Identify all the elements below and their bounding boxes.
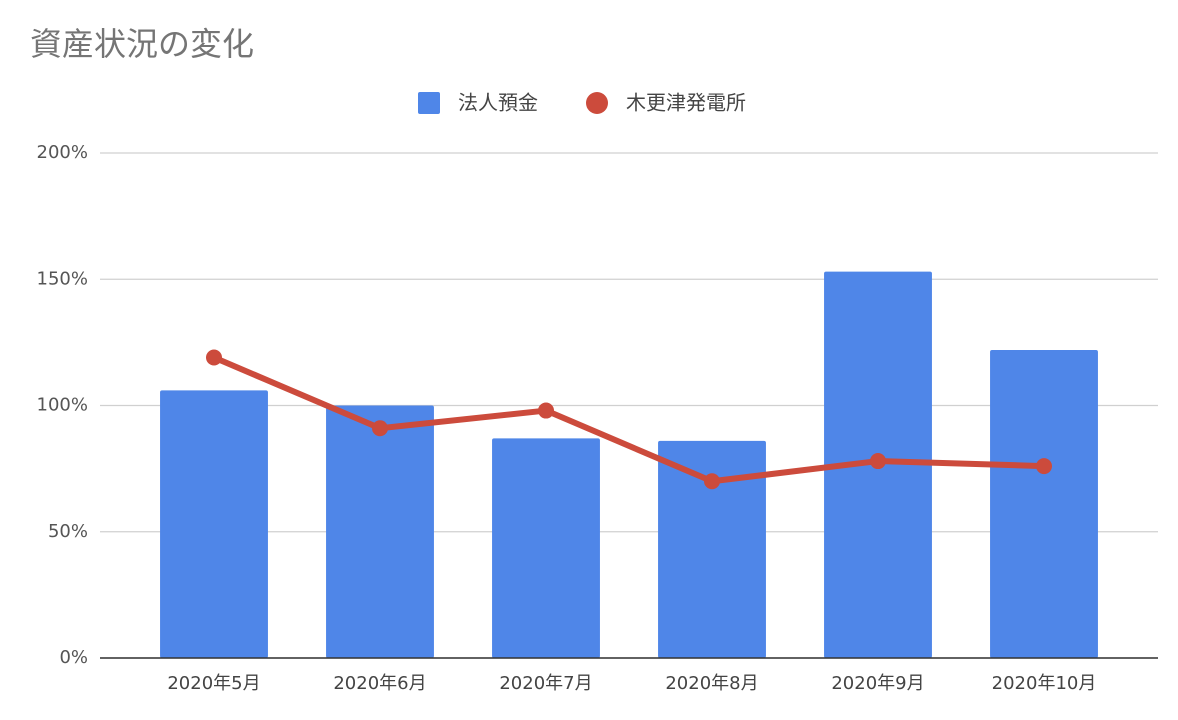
legend-swatch (418, 92, 440, 114)
legend: 法人預金 木更津発電所 (418, 91, 746, 115)
bar (658, 440, 766, 658)
point (870, 453, 886, 470)
chart-title: 資産状況の変化 (30, 25, 254, 63)
point (206, 349, 222, 366)
bar (326, 405, 434, 658)
x-tick-label: 2020年6月 (333, 673, 426, 694)
bar (990, 349, 1098, 658)
legend-label: 法人預金 (458, 91, 538, 115)
y-tick-label: 200% (37, 142, 88, 163)
y-tick-label: 150% (37, 268, 88, 289)
x-tick-label: 2020年8月 (665, 673, 758, 694)
x-tick-label: 2020年10月 (992, 673, 1097, 694)
y-tick-label: 0% (59, 647, 88, 668)
bar (492, 438, 600, 658)
point (704, 473, 720, 490)
legend-swatch (586, 92, 608, 114)
line (212, 354, 1045, 485)
y-tick-label: 100% (37, 395, 88, 416)
legend-label: 木更津発電所 (626, 91, 746, 115)
x-tick-label: 2020年5月 (167, 673, 260, 694)
x-tick-label: 2020年7月 (499, 673, 592, 694)
bar (160, 390, 268, 658)
point (1036, 458, 1052, 475)
x-tick-label: 2020年9月 (831, 673, 924, 694)
point (538, 402, 554, 419)
y-tick-label: 50% (48, 521, 88, 542)
point (372, 420, 388, 437)
